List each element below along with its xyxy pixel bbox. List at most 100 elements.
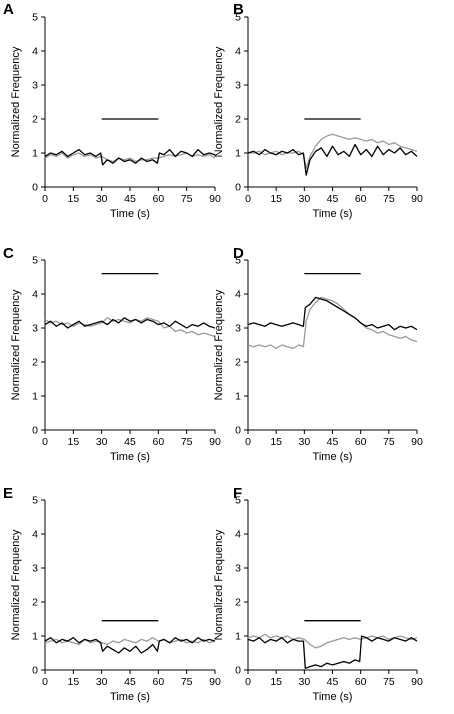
x-tick-label: 30	[96, 193, 108, 205]
x-tick-label: 30	[96, 436, 108, 448]
x-tick-label: 90	[411, 436, 423, 448]
y-tick-label: 3	[32, 323, 38, 335]
x-tick-label: 75	[181, 676, 193, 688]
y-tick-label: 1	[235, 148, 241, 160]
panel-letter: B	[233, 1, 244, 18]
panel-letter: C	[3, 245, 14, 262]
y-tick-label: 5	[32, 255, 38, 267]
y-axis-label: Normalized Frequency	[213, 46, 225, 157]
x-tick-label: 0	[245, 193, 251, 205]
y-tick-label: 0	[235, 425, 241, 437]
x-tick-label: 0	[42, 676, 48, 688]
x-tick-label: 90	[209, 676, 221, 688]
x-tick-label: 90	[411, 193, 423, 205]
x-tick-label: 0	[245, 436, 251, 448]
series-line-gray	[248, 133, 418, 169]
y-tick-label: 4	[32, 289, 38, 301]
x-tick-label: 75	[383, 193, 395, 205]
x-axis-label: Time (s)	[110, 451, 150, 463]
series-line-gray	[44, 637, 216, 646]
x-tick-label: 0	[245, 676, 251, 688]
series-line-black	[247, 635, 418, 669]
y-tick-label: 5	[32, 495, 38, 507]
y-tick-label: 0	[235, 665, 241, 677]
panel-letter: D	[233, 245, 244, 262]
series-line-black	[44, 637, 216, 654]
y-tick-label: 3	[235, 323, 241, 335]
y-axis-label: Normalized Frequency	[10, 289, 22, 400]
x-tick-label: 90	[411, 676, 423, 688]
y-tick-label: 4	[235, 289, 241, 301]
y-tick-label: 0	[32, 425, 38, 437]
x-tick-label: 60	[355, 676, 367, 688]
series-line-black	[44, 317, 216, 329]
x-axis-label: Time (s)	[110, 691, 150, 703]
y-tick-label: 2	[235, 597, 241, 609]
x-tick-label: 45	[327, 676, 339, 688]
x-axis-label: Time (s)	[313, 208, 353, 220]
x-axis-label: Time (s)	[313, 451, 353, 463]
y-tick-label: 2	[32, 597, 38, 609]
x-tick-label: 60	[152, 436, 164, 448]
x-tick-label: 60	[152, 193, 164, 205]
x-tick-label: 30	[298, 193, 310, 205]
x-tick-label: 0	[42, 436, 48, 448]
y-tick-label: 1	[235, 391, 241, 403]
y-tick-label: 3	[32, 563, 38, 575]
series-line-gray	[44, 317, 216, 338]
y-tick-label: 2	[235, 357, 241, 369]
x-tick-label: 75	[383, 436, 395, 448]
y-tick-label: 4	[235, 46, 241, 58]
y-tick-label: 1	[32, 391, 38, 403]
y-tick-label: 0	[32, 182, 38, 194]
x-tick-label: 75	[181, 193, 193, 205]
series-line-black	[247, 143, 418, 176]
y-tick-label: 2	[32, 114, 38, 126]
x-tick-label: 15	[270, 193, 282, 205]
panel-letter: F	[233, 485, 242, 502]
y-axis-label: Normalized Frequency	[213, 529, 225, 640]
y-axis-label: Normalized Frequency	[10, 529, 22, 640]
x-tick-label: 75	[181, 436, 193, 448]
y-tick-label: 3	[235, 563, 241, 575]
x-axis-label: Time (s)	[313, 691, 353, 703]
y-axis-label: Normalized Frequency	[10, 46, 22, 157]
x-tick-label: 30	[96, 676, 108, 688]
panel-letter: A	[3, 1, 14, 18]
y-tick-label: 5	[235, 495, 241, 507]
y-tick-label: 4	[32, 46, 38, 58]
y-tick-label: 4	[235, 529, 241, 541]
y-tick-label: 2	[235, 114, 241, 126]
y-axis-label: Normalized Frequency	[213, 289, 225, 400]
x-tick-label: 30	[298, 436, 310, 448]
series-line-black	[247, 296, 418, 331]
panel-letter: E	[3, 485, 13, 502]
x-tick-label: 45	[327, 436, 339, 448]
x-tick-label: 0	[42, 193, 48, 205]
x-axis-label: Time (s)	[110, 208, 150, 220]
x-tick-label: 45	[327, 193, 339, 205]
y-tick-label: 5	[235, 255, 241, 267]
y-tick-label: 0	[32, 665, 38, 677]
x-tick-label: 60	[152, 676, 164, 688]
x-tick-label: 15	[270, 436, 282, 448]
x-tick-label: 45	[124, 193, 136, 205]
x-tick-label: 60	[355, 436, 367, 448]
y-tick-label: 4	[32, 529, 38, 541]
x-tick-label: 60	[355, 193, 367, 205]
x-tick-label: 90	[209, 436, 221, 448]
x-tick-label: 90	[209, 193, 221, 205]
x-tick-label: 45	[124, 436, 136, 448]
series-line-gray	[247, 633, 418, 649]
y-tick-label: 1	[32, 148, 38, 160]
y-tick-label: 5	[32, 12, 38, 24]
x-tick-label: 15	[270, 676, 282, 688]
x-tick-label: 15	[67, 436, 79, 448]
y-tick-label: 1	[32, 631, 38, 643]
x-tick-label: 15	[67, 193, 79, 205]
